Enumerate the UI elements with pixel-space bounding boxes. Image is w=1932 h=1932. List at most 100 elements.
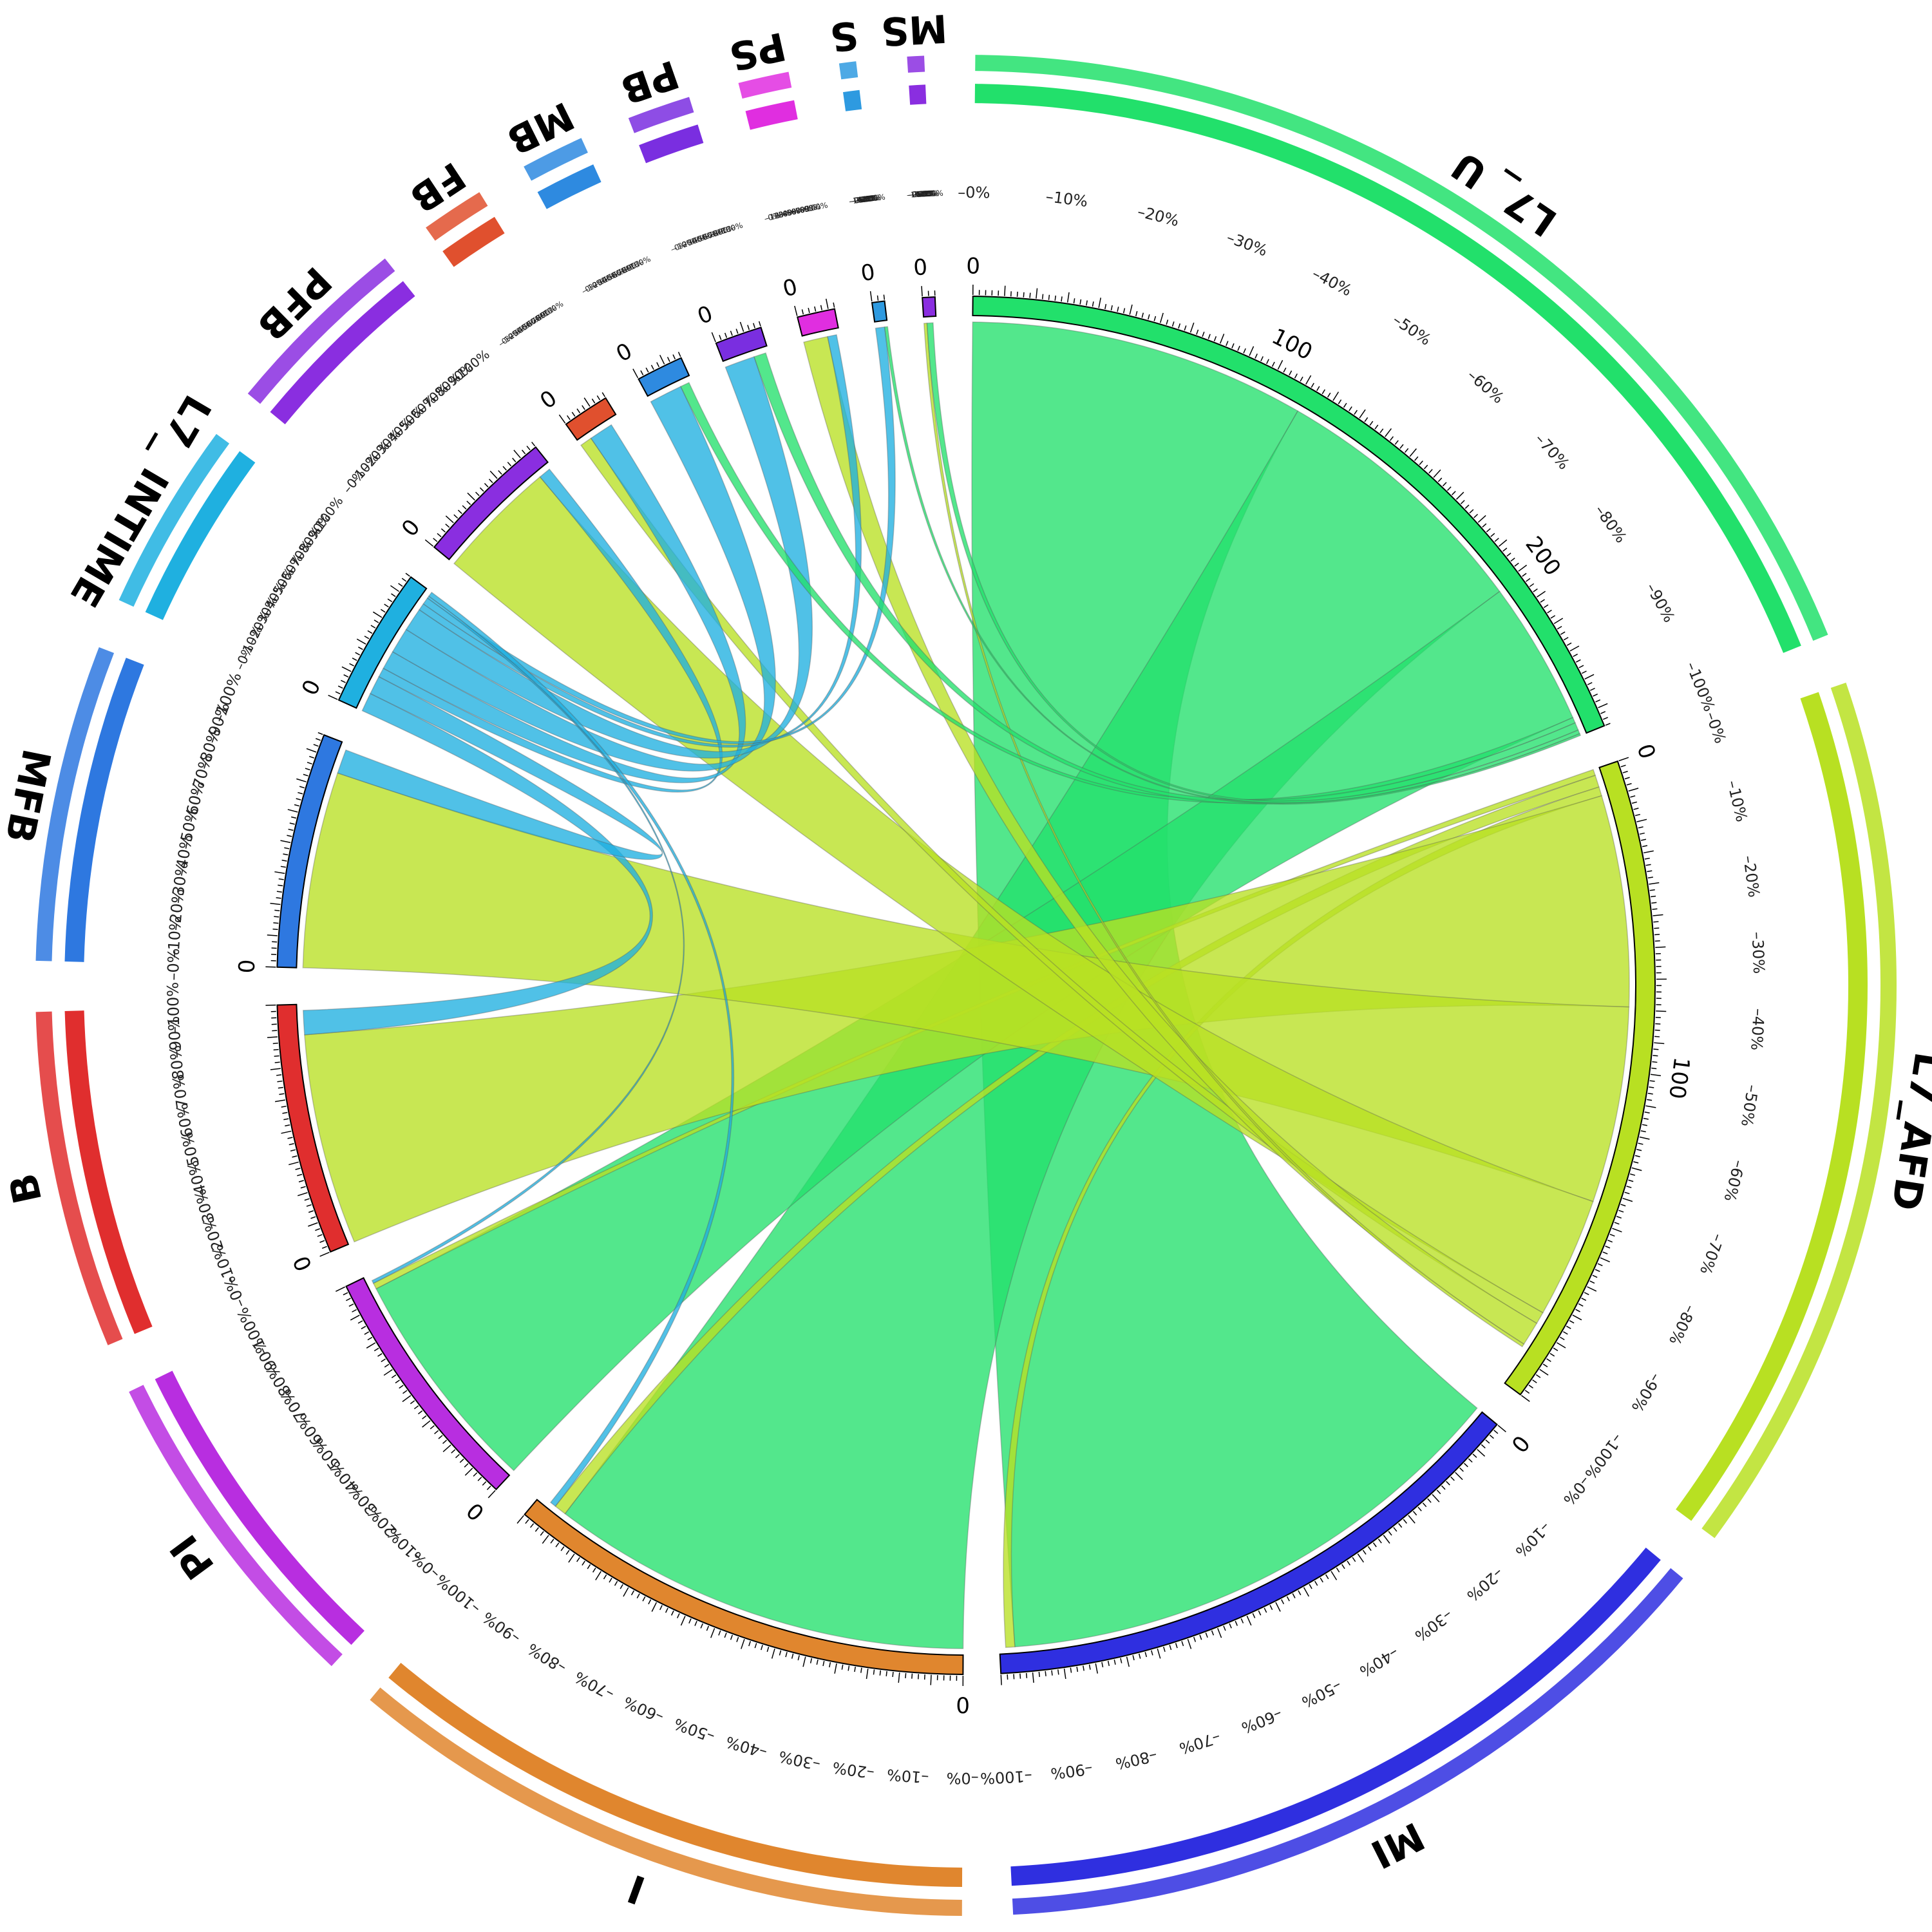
tick-mark bbox=[1469, 509, 1474, 514]
tick-mark bbox=[791, 1653, 794, 1659]
percent-label: –80% bbox=[916, 189, 938, 199]
tick-mark bbox=[1600, 1257, 1610, 1263]
tick-mark bbox=[1258, 1610, 1262, 1616]
tick-mark bbox=[825, 298, 829, 309]
tick-mark bbox=[582, 1560, 585, 1566]
tick-mark bbox=[267, 934, 278, 936]
outer-ring-outer-L7_INTIME bbox=[118, 433, 230, 607]
tick-mark bbox=[1642, 845, 1648, 848]
tick-mark bbox=[507, 462, 512, 467]
tick-mark bbox=[1494, 538, 1499, 542]
tick-mark bbox=[1540, 599, 1545, 603]
tick-mark bbox=[1622, 770, 1628, 773]
percent-label: –100% bbox=[859, 193, 886, 205]
percent-label: –100% bbox=[538, 299, 565, 321]
tick-mark bbox=[576, 408, 581, 413]
percent-label: –100% bbox=[233, 1304, 272, 1359]
tick-mark bbox=[1414, 456, 1419, 461]
tick-mark bbox=[623, 1587, 629, 1597]
tick-mark bbox=[304, 1198, 310, 1201]
percent-label: –60% bbox=[786, 204, 809, 218]
percent-label: –50% bbox=[1299, 1676, 1345, 1711]
tick-mark bbox=[306, 1204, 312, 1207]
tick-mark bbox=[521, 450, 526, 455]
tick-mark bbox=[1341, 1564, 1345, 1569]
percent-label: –70% bbox=[915, 189, 936, 199]
tick-mark bbox=[437, 533, 442, 538]
percent-label: –50% bbox=[1738, 1083, 1762, 1128]
tick-mark bbox=[1433, 469, 1441, 478]
percent-label: –80% bbox=[1665, 1302, 1700, 1348]
tick-mark bbox=[399, 1385, 404, 1389]
tick-mark bbox=[1338, 399, 1342, 404]
tick-mark bbox=[1374, 424, 1379, 430]
tick-mark bbox=[560, 1546, 565, 1551]
percent-label: –70% bbox=[1531, 430, 1573, 473]
tick-mark bbox=[1529, 583, 1535, 587]
percent-label: –40% bbox=[853, 194, 875, 205]
tick-mark bbox=[898, 1672, 900, 1683]
tick-mark bbox=[1336, 1567, 1340, 1573]
tick-mark bbox=[1652, 1061, 1658, 1063]
tick-mark bbox=[1654, 1036, 1660, 1037]
tick-mark bbox=[372, 611, 383, 618]
tick-mark bbox=[1163, 1646, 1166, 1653]
tick-mark bbox=[1533, 588, 1538, 592]
outer-ring-inner-MFB bbox=[64, 658, 144, 962]
tick-mark bbox=[434, 1430, 439, 1434]
tick-mark bbox=[1349, 406, 1352, 412]
tick-mark bbox=[1252, 1613, 1256, 1618]
outer-ring-outer-PB bbox=[628, 97, 694, 133]
tick-mark bbox=[1157, 1648, 1161, 1659]
tick-mark bbox=[808, 307, 810, 314]
segment-arc-PI bbox=[345, 1276, 511, 1491]
tick-mark bbox=[488, 1490, 496, 1499]
tick-mark bbox=[367, 630, 373, 634]
tick-mark bbox=[1045, 1671, 1046, 1676]
tick-mark bbox=[1630, 1173, 1636, 1176]
ribbon-B-L7_INTIME bbox=[302, 692, 654, 1036]
percent-label: –0% bbox=[763, 211, 781, 223]
segment-arc-B bbox=[276, 1003, 350, 1253]
tick-mark bbox=[337, 685, 343, 689]
tick-mark bbox=[1547, 609, 1552, 614]
outer-ring-inner-PFB bbox=[270, 281, 415, 424]
tick-mark bbox=[591, 398, 596, 404]
tick-mark bbox=[816, 1659, 819, 1665]
segment-label-I: I bbox=[622, 1865, 651, 1912]
tick-mark bbox=[1562, 1331, 1568, 1335]
tick-mark bbox=[1575, 659, 1581, 663]
tick-mark bbox=[1464, 1463, 1468, 1468]
tick-mark bbox=[758, 321, 761, 327]
percent-label: –100% bbox=[625, 254, 652, 273]
tick-mark bbox=[676, 1613, 680, 1618]
tick-mark bbox=[1654, 940, 1660, 942]
outer-ring-outer-S bbox=[838, 61, 858, 80]
tick-mark bbox=[1300, 376, 1303, 382]
ribbon-PS-L7_AFD bbox=[803, 336, 1538, 1345]
tick-mark bbox=[1654, 927, 1660, 929]
tick-mark bbox=[735, 328, 739, 334]
tick-mark bbox=[290, 1149, 296, 1151]
tick-mark bbox=[1636, 1148, 1642, 1151]
tick-mark bbox=[1095, 1663, 1099, 1674]
tick-mark bbox=[310, 1216, 316, 1219]
tick-mark bbox=[1546, 1358, 1551, 1362]
tick-mark bbox=[1618, 757, 1629, 762]
tick-label: 0 bbox=[397, 515, 426, 542]
tick-mark bbox=[1498, 539, 1508, 547]
tick-mark bbox=[582, 405, 585, 410]
percent-label: –0% bbox=[849, 194, 867, 205]
tick-mark bbox=[1460, 500, 1465, 505]
tick-mark bbox=[1553, 618, 1564, 625]
tick-mark bbox=[306, 748, 317, 753]
tick-label: 0 bbox=[956, 1691, 970, 1717]
segment-label-PS: PS bbox=[725, 23, 790, 79]
percent-label: –90% bbox=[165, 1016, 185, 1059]
tick-mark bbox=[1559, 1336, 1565, 1340]
tick-mark bbox=[710, 1628, 715, 1638]
tick-mark bbox=[1622, 1197, 1633, 1202]
tick-mark bbox=[680, 1616, 686, 1626]
tick-mark bbox=[1399, 444, 1404, 449]
tick-mark bbox=[592, 1567, 596, 1573]
